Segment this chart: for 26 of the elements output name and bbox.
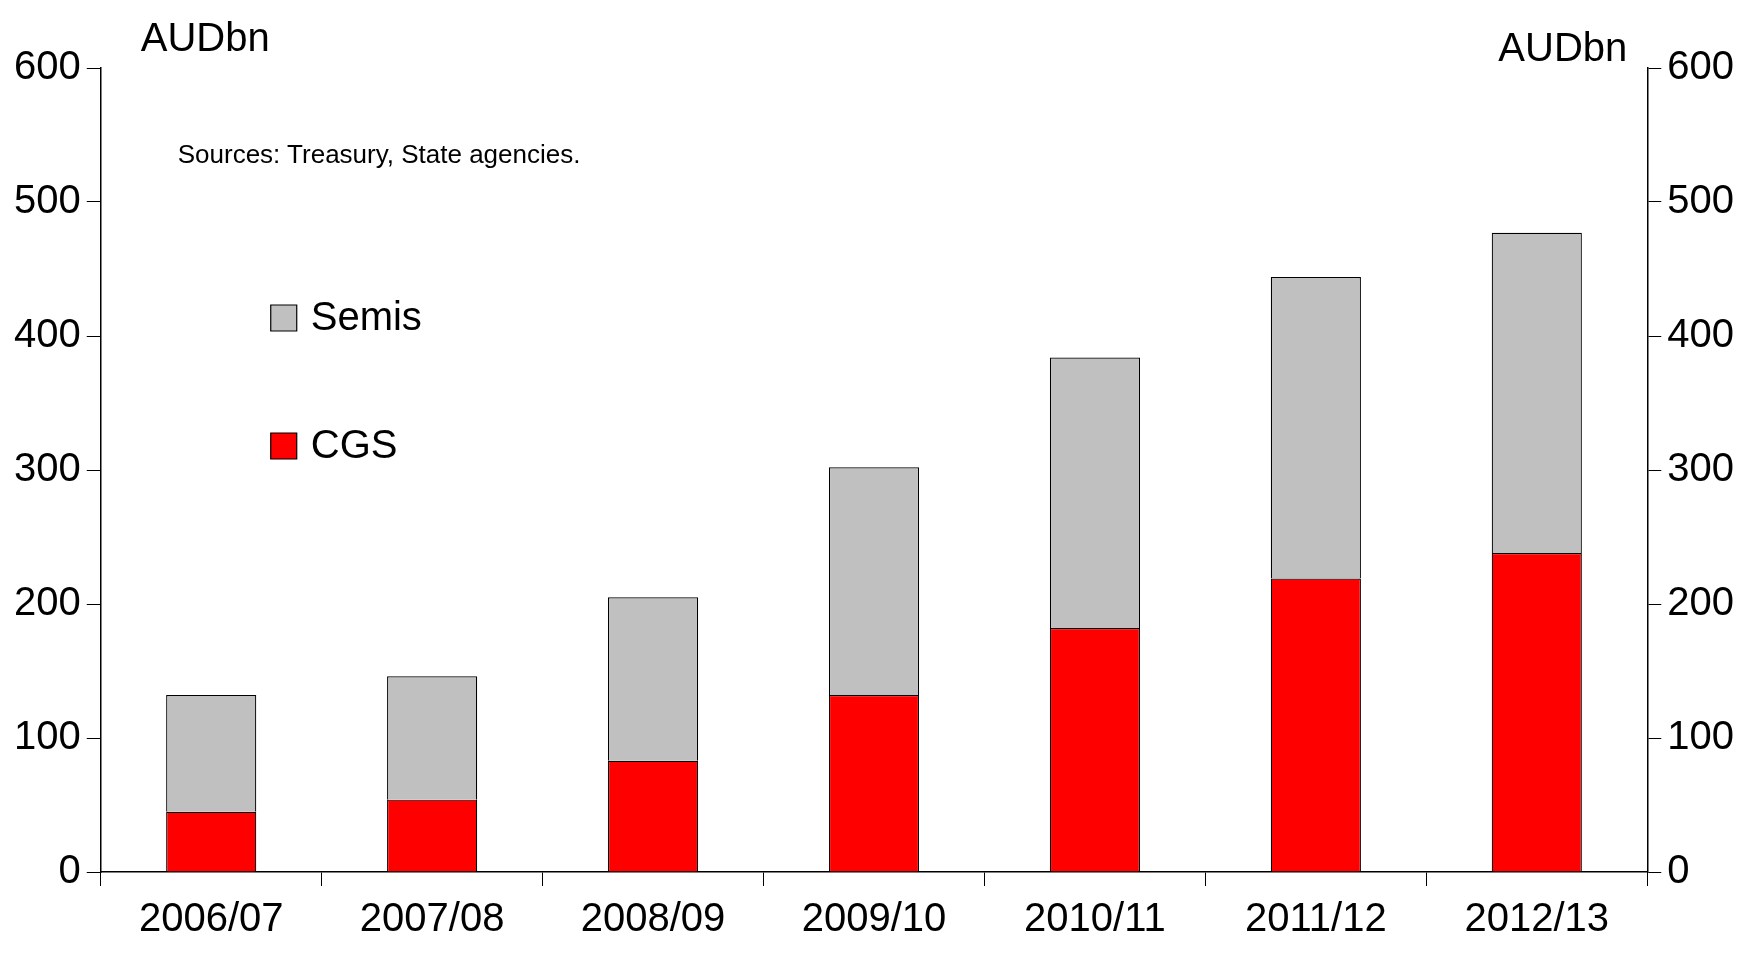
x-tick-label: 2010/11 [1024,895,1166,940]
y2-tick-label: 400 [1667,311,1735,356]
y-tick-label: 300 [13,445,81,490]
x-tick-label: 2009/10 [801,895,947,940]
x-tick-label: 2007/08 [359,895,505,940]
legend-label: CGS [310,422,398,467]
y-tick-label: 500 [13,177,81,222]
y-tick-label: 600 [13,43,81,88]
y-tick-label: 400 [13,311,81,356]
x-tick-label: 2006/07 [138,895,284,940]
y2-tick-label: 300 [1667,445,1735,490]
legend-label: Semis [310,294,422,339]
y2-tick-label: 100 [1667,713,1735,758]
y-tick-label: 0 [58,847,81,892]
y-tick-label: 100 [13,713,81,758]
y-axis-title: AUDbn [140,15,270,60]
x-tick-label: 2011/12 [1245,895,1387,940]
x-tick-label: 2008/09 [580,895,726,940]
y2-tick-label: 200 [1667,579,1735,624]
y2-tick-label: 500 [1667,177,1735,222]
y2-tick-label: 600 [1667,43,1735,88]
y2-tick-label: 0 [1667,847,1690,892]
annotation: Sources: Treasury, State agencies. [177,139,581,170]
y2-axis-title: AUDbn [1498,25,1628,70]
y-tick-label: 200 [13,579,81,624]
x-tick-label: 2012/13 [1464,895,1610,940]
